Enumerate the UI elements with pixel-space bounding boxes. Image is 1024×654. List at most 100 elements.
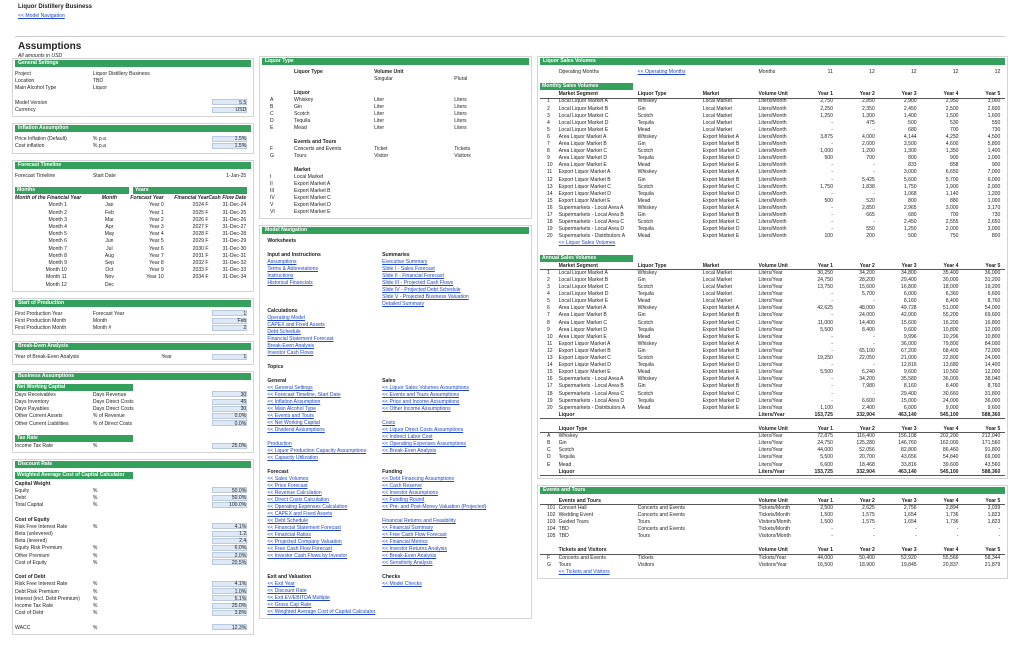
cell: 680 xyxy=(908,126,917,133)
link[interactable]: << Gross Cap Rate xyxy=(267,602,312,608)
link[interactable]: Instructions xyxy=(267,273,294,279)
link[interactable]: << CAPEX and Fixed Assets xyxy=(267,511,333,517)
link[interactable]: << Tickets and Visitors xyxy=(558,568,610,575)
link[interactable]: << Debt Schedule xyxy=(267,518,309,524)
link[interactable]: << Liquor Direct Costs Assumptions xyxy=(382,427,464,433)
cell: Concerts and Events xyxy=(637,511,685,518)
cell: 36,000 xyxy=(984,269,1001,276)
input-cell xyxy=(212,310,248,317)
cell: 500 xyxy=(908,233,917,240)
nav-link[interactable]: << Model Navigation xyxy=(18,13,65,19)
cell: Gin xyxy=(637,141,646,147)
link[interactable]: << Operating Expenses Assumptions xyxy=(382,441,466,447)
link[interactable]: << Net Working Capital xyxy=(267,420,320,426)
link[interactable]: Production xyxy=(267,441,292,447)
link[interactable]: Financial Returns and Feasibility xyxy=(382,518,456,524)
cell: Export Market D xyxy=(702,190,740,197)
link[interactable]: << Events and Tours xyxy=(267,413,314,419)
cell: 14 xyxy=(546,362,553,369)
link[interactable]: << Cash Reserve xyxy=(382,483,422,489)
link[interactable]: Slide V - Projected Business Valuation xyxy=(382,294,469,300)
link[interactable]: Detailed Summary xyxy=(382,301,425,307)
cell: - xyxy=(831,526,833,533)
link[interactable]: << Model Checks xyxy=(382,581,422,587)
link[interactable]: << Discount Rate xyxy=(267,588,307,594)
link[interactable]: Terms & Abbreviations xyxy=(267,266,319,272)
cell: Liters/Month xyxy=(758,105,787,112)
cell: 31-Dec-31 xyxy=(222,252,247,259)
cell: - xyxy=(831,333,833,340)
cell: Liters/Month xyxy=(758,133,787,140)
link[interactable]: Slide I - Sales Forecast xyxy=(382,266,435,272)
link[interactable]: << Break-Even Analysis xyxy=(382,553,437,559)
cell: 3,000 xyxy=(945,204,959,211)
link[interactable]: << Indirect Labor Cost xyxy=(382,434,433,440)
link[interactable]: << Operating Expenses Calculation xyxy=(267,504,348,510)
link[interactable]: Debt Schedule xyxy=(267,329,301,335)
link[interactable]: Slide IV - Projected Debt Schedule xyxy=(382,287,461,293)
link[interactable]: << Other Income Assumptions xyxy=(382,406,451,412)
cell: Gin xyxy=(637,176,646,183)
cell: 3,170 xyxy=(987,204,1001,211)
cell: Month 5 xyxy=(48,231,67,238)
link[interactable]: << Exit EV/EBITDA Multiple xyxy=(267,595,330,601)
link[interactable]: << Events and Tours Assumptions xyxy=(382,392,460,398)
link[interactable]: Slide III - Projected Cash Flows xyxy=(382,280,454,286)
section-title: Discount Rate xyxy=(18,461,53,468)
link[interactable]: Operating Model xyxy=(267,315,305,321)
cell: 2,650 xyxy=(987,219,1001,226)
link[interactable]: << Price and Income Assumptions xyxy=(382,399,460,405)
link[interactable]: Costs xyxy=(382,420,396,426)
cell: Cost of Equity xyxy=(15,559,47,566)
link[interactable]: Investor Cash Flows xyxy=(267,350,314,356)
link[interactable]: << Break-Even Analysis xyxy=(382,448,437,454)
cell: 2,900 xyxy=(903,98,917,105)
cell: 2,350 xyxy=(862,105,875,112)
link[interactable]: << Weighted Average Cost of Capital Calc… xyxy=(267,609,376,615)
link[interactable]: << Financial Ratios xyxy=(267,532,311,538)
link[interactable]: << Dividend Assumptions xyxy=(267,427,325,433)
link[interactable]: << Sales Volumes xyxy=(267,476,309,482)
link[interactable]: << Operating Months xyxy=(637,69,686,75)
cell: 52,920 xyxy=(901,554,917,561)
cell: Liters/Month xyxy=(758,219,787,226)
link[interactable]: << Main Alcohol Type xyxy=(267,406,316,412)
link[interactable]: CAPEX and Fixed Assets xyxy=(267,322,325,328)
link[interactable]: << Debt Financing Assumptions xyxy=(382,476,455,482)
link[interactable]: Assumptions xyxy=(267,259,297,265)
link[interactable]: << Price Forecast xyxy=(267,483,308,489)
link[interactable]: << Free Cash Flow Forecast xyxy=(382,532,447,538)
link[interactable]: Slide II - Financial Forecast xyxy=(382,273,444,279)
cell: 24,000 xyxy=(942,397,959,404)
link[interactable]: << Sensitivity Analysis xyxy=(382,560,433,566)
link[interactable]: << Investor Cash Flows by Investor xyxy=(267,553,348,559)
link[interactable]: << Financial Summary xyxy=(382,525,434,531)
link[interactable]: Financial Statement Forecast xyxy=(267,336,334,342)
link[interactable]: << Financial Statement Forecast xyxy=(267,525,341,531)
link[interactable]: << Inflation Assumption xyxy=(267,399,321,405)
link[interactable]: << Free Cash Flow Forecast xyxy=(267,546,332,552)
link[interactable]: << Projected Company Valuation xyxy=(267,539,342,545)
link[interactable]: << Pre- and Post-Money Valuation (Projec… xyxy=(382,504,487,510)
link[interactable]: << Direct Costs Calculation xyxy=(267,497,330,503)
link[interactable]: Historical Financials xyxy=(267,280,313,286)
link[interactable]: << Exit Year xyxy=(267,581,295,587)
link[interactable]: << Revenue Calculation xyxy=(267,490,322,496)
link[interactable]: << Investor Returns Analysis xyxy=(382,546,447,552)
link[interactable]: << Liquor Sales Volumes Assumptions xyxy=(382,385,470,391)
link[interactable]: Executive Summary xyxy=(382,259,428,265)
link[interactable]: << Liquor Production Capacity Assumption… xyxy=(267,448,367,454)
link[interactable]: << Investor Assumptions xyxy=(382,490,438,496)
link[interactable]: << Funding Round xyxy=(382,497,425,503)
cell: 900 xyxy=(991,162,1001,169)
link[interactable]: << Forecast Timeline, Start Date xyxy=(267,392,341,398)
link[interactable]: << General Settings xyxy=(267,385,313,391)
link[interactable]: Break-Even Analysis xyxy=(267,343,315,349)
cell: Local Liquor Market A xyxy=(558,98,608,105)
divider xyxy=(15,36,1005,37)
link[interactable]: << Liquor Sales Volumes xyxy=(558,240,616,247)
link[interactable]: << Financial Metrics xyxy=(382,539,428,545)
link[interactable]: << Capacity Utilization xyxy=(267,455,319,461)
cell: 1 xyxy=(546,269,550,276)
cell: 33,816 xyxy=(901,461,917,468)
